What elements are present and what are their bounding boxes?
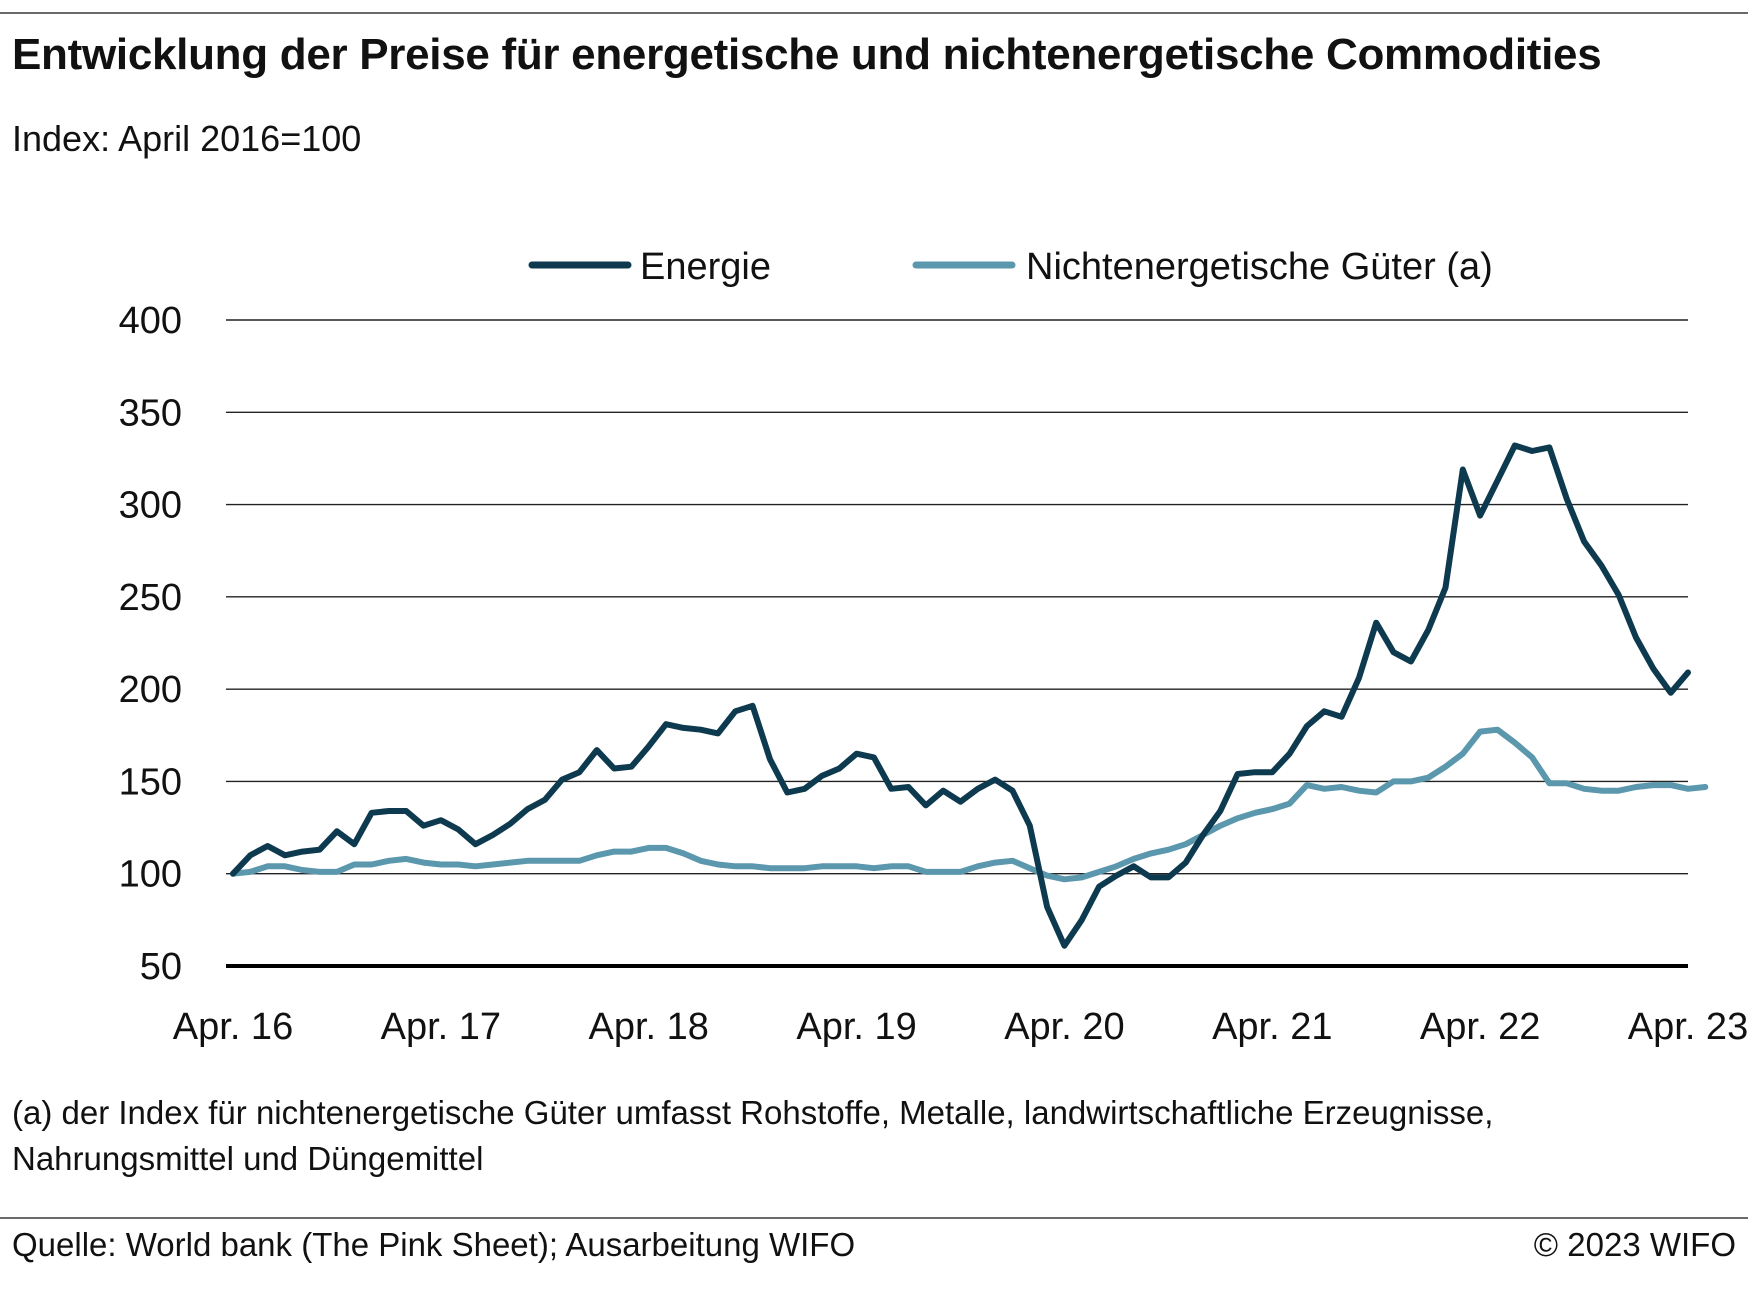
x-tick-label: Apr. 19 (796, 1006, 916, 1048)
x-tick-label: Apr. 18 (589, 1006, 709, 1048)
y-axis-tick-labels: 50 100 150 200 250 300 350 400 (119, 300, 182, 988)
footnote: (a) der Index für nichtenergetische Güte… (12, 1090, 1712, 1182)
copyright-note: © 2023 WIFO (1533, 1226, 1736, 1263)
x-tick-label: Apr. 20 (1004, 1006, 1124, 1048)
chart-subtitle: Index: April 2016=100 (12, 118, 362, 159)
y-tick-label: 100 (119, 854, 182, 896)
x-tick-label: Apr. 22 (1420, 1006, 1540, 1048)
y-tick-label: 300 (119, 485, 182, 527)
footnote-line-1: (a) der Index für nichtenergetische Güte… (12, 1094, 1494, 1131)
top-rule (0, 12, 1748, 14)
legend-label-nichtenergetische-gueter: Nichtenergetische Güter (a) (1026, 246, 1493, 288)
y-tick-label: 150 (119, 761, 182, 803)
footnote-line-2: Nahrungsmittel und Düngemittel (12, 1140, 484, 1177)
y-tick-label: 200 (119, 669, 182, 711)
x-axis-tick-labels: Apr. 16 Apr. 17 Apr. 18 Apr. 19 Apr. 20 Apr. … (173, 1006, 1748, 1048)
x-tick-label: Apr. 16 (173, 1006, 293, 1048)
legend: Energie Nichtenergetische Güter (a) (528, 246, 1493, 288)
x-tick-label: Apr. 21 (1212, 1006, 1332, 1048)
bottom-rule (0, 1217, 1748, 1219)
y-tick-label: 50 (140, 946, 182, 988)
series-line-nichtenergetische-gueter (230, 726, 1709, 883)
legend-label-energie: Energie (640, 246, 771, 288)
y-tick-label: 250 (119, 577, 182, 619)
x-tick-label: Apr. 23 (1628, 1006, 1748, 1048)
grid-lines (226, 319, 1688, 968)
source-note: Quelle: World bank (The Pink Sheet); Aus… (12, 1226, 856, 1263)
series-line-energie (230, 442, 1691, 949)
series-lines (230, 442, 1709, 949)
y-tick-label: 400 (119, 300, 182, 342)
x-tick-label: Apr. 17 (381, 1006, 501, 1048)
chart-title: Entwicklung der Preise für energetische … (12, 30, 1602, 79)
y-tick-label: 350 (119, 392, 182, 434)
